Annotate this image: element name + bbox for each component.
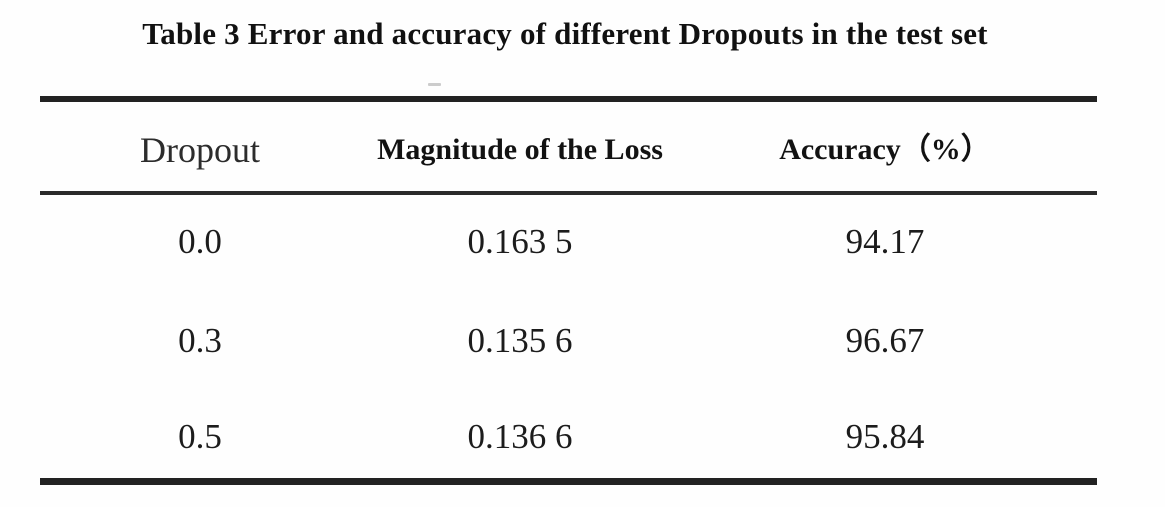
table-bottom-rule [40,478,1097,485]
cell-accuracy-value: 96.67 [845,321,925,360]
table-top-rule [40,96,1097,102]
cell-loss-value: 0.135 6 [467,321,573,360]
cell-loss-value: 0.163 5 [467,222,573,261]
cell-accuracy-value: 94.17 [845,222,925,261]
column-header-accuracy: Accuracy（%） [779,133,991,166]
cell-loss-value: 0.136 6 [467,417,573,456]
cell-dropout-value: 0.3 [178,321,222,360]
scan-artifact-dash [428,83,441,86]
column-header-dropout: Dropout [140,130,260,170]
column-header-loss: Magnitude of the Loss [377,133,663,166]
cell-dropout-value: 0.0 [178,222,222,261]
cell-dropout-value: 0.5 [178,417,222,456]
table-caption: Table 3 Error and accuracy of different … [142,16,988,51]
table-header-rule [40,191,1097,195]
cell-accuracy-value: 95.84 [845,417,925,456]
